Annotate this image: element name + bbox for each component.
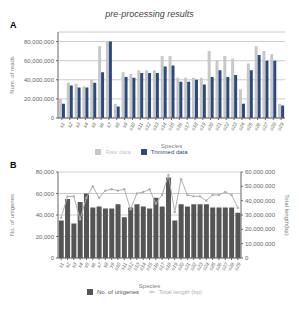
svg-text:s29: s29 xyxy=(233,261,242,271)
svg-text:20,000,000: 20,000,000 xyxy=(245,226,276,232)
svg-text:No. of unigenes: No. of unigenes xyxy=(9,194,15,236)
svg-text:s23: s23 xyxy=(194,261,204,272)
svg-text:0: 0 xyxy=(51,255,55,261)
html-text:Trimmed data: Trimmed data xyxy=(150,149,188,155)
svg-text:20,000: 20,000 xyxy=(36,234,55,240)
svg-text:s8: s8 xyxy=(101,261,110,269)
html-text:pre-processing results: pre-processing results xyxy=(105,9,194,19)
svg-text:80,000,000: 80,000,000 xyxy=(24,39,55,45)
svg-text:s28: s28 xyxy=(268,121,278,132)
svg-text:10,000,000: 10,000,000 xyxy=(245,241,276,247)
svg-text:s27: s27 xyxy=(260,121,270,132)
svg-text:s8: s8 xyxy=(113,121,121,129)
svg-text:Total length(bp): Total length(bp) xyxy=(284,194,290,235)
svg-text:40,000,000: 40,000,000 xyxy=(24,77,55,83)
svg-text:20,000,000: 20,000,000 xyxy=(24,96,55,102)
svg-text:s11: s11 xyxy=(135,121,145,131)
svg-text:s4: s4 xyxy=(82,121,90,129)
svg-text:40,000: 40,000 xyxy=(36,212,55,218)
svg-text:s10: s10 xyxy=(112,261,122,272)
svg-text:0: 0 xyxy=(51,115,55,121)
svg-text:s15: s15 xyxy=(166,121,176,132)
svg-text:s3: s3 xyxy=(69,261,78,269)
svg-text:s1: s1 xyxy=(58,121,66,129)
svg-text:s23: s23 xyxy=(228,121,239,132)
svg-text:s21: s21 xyxy=(213,121,223,132)
svg-text:s24: s24 xyxy=(236,121,246,132)
svg-text:s25: s25 xyxy=(207,261,217,272)
svg-text:s15: s15 xyxy=(144,261,154,272)
svg-text:Num. of reads: Num. of reads xyxy=(9,56,15,94)
svg-text:50,000,000: 50,000,000 xyxy=(245,183,276,189)
svg-text:s14: s14 xyxy=(158,121,168,132)
svg-text:s10: s10 xyxy=(127,121,137,132)
svg-text:s17: s17 xyxy=(156,261,167,272)
svg-text:s12: s12 xyxy=(125,261,135,272)
svg-text:s5: s5 xyxy=(82,261,91,269)
svg-text:s27: s27 xyxy=(219,261,230,272)
svg-text:s26: s26 xyxy=(213,261,223,272)
svg-text:s26: s26 xyxy=(252,121,262,132)
svg-text:s24: s24 xyxy=(201,261,211,272)
svg-text:s25: s25 xyxy=(244,121,254,132)
html-text:Total length (bp): Total length (bp) xyxy=(159,289,202,295)
svg-text:s17: s17 xyxy=(181,121,192,132)
html-text:No. of unigenes: No. of unigenes xyxy=(97,289,139,295)
svg-text:s16: s16 xyxy=(174,121,184,132)
svg-text:s4: s4 xyxy=(76,261,84,269)
svg-text:s19: s19 xyxy=(169,261,179,272)
svg-text:s12: s12 xyxy=(142,121,152,132)
svg-text:s18: s18 xyxy=(189,121,199,132)
svg-text:60,000: 60,000 xyxy=(36,191,55,197)
svg-text:s3: s3 xyxy=(74,121,82,129)
svg-text:s2: s2 xyxy=(63,261,72,269)
svg-text:0: 0 xyxy=(245,255,249,261)
svg-text:40,000,000: 40,000,000 xyxy=(245,198,276,204)
svg-text:60,000,000: 60,000,000 xyxy=(24,58,55,64)
svg-text:60,000,000: 60,000,000 xyxy=(245,169,276,175)
html-text:Raw data: Raw data xyxy=(105,149,131,155)
svg-text:s22: s22 xyxy=(188,261,198,272)
svg-text:s7: s7 xyxy=(105,121,113,129)
svg-text:80,000: 80,000 xyxy=(36,169,55,175)
svg-text:s18: s18 xyxy=(163,261,173,272)
svg-text:s7: s7 xyxy=(95,261,103,269)
html-text:B: B xyxy=(10,160,17,170)
svg-text:s19: s19 xyxy=(197,121,207,132)
svg-text:Species: Species xyxy=(139,283,160,289)
svg-text:s5: s5 xyxy=(89,121,97,129)
svg-text:s20: s20 xyxy=(175,261,185,272)
svg-text:s9: s9 xyxy=(107,261,116,269)
svg-text:s16: s16 xyxy=(150,261,160,272)
svg-text:s29: s29 xyxy=(276,121,285,131)
svg-text:s28: s28 xyxy=(226,261,236,272)
svg-text:s1: s1 xyxy=(57,261,66,269)
html-text:A: A xyxy=(10,20,17,30)
svg-text:s22: s22 xyxy=(221,121,231,132)
svg-text:s13: s13 xyxy=(150,121,160,132)
svg-text:s2: s2 xyxy=(66,121,74,129)
svg-text:s6: s6 xyxy=(88,261,97,269)
svg-text:s14: s14 xyxy=(137,261,148,272)
svg-text:s6: s6 xyxy=(97,121,105,129)
svg-text:s20: s20 xyxy=(205,121,215,132)
svg-text:Species: Species xyxy=(161,143,182,149)
svg-text:s9: s9 xyxy=(120,121,129,129)
svg-text:s13: s13 xyxy=(131,261,141,272)
svg-text:s21: s21 xyxy=(182,261,192,272)
svg-text:30,000,000: 30,000,000 xyxy=(245,212,276,218)
svg-text:s11: s11 xyxy=(119,261,129,271)
